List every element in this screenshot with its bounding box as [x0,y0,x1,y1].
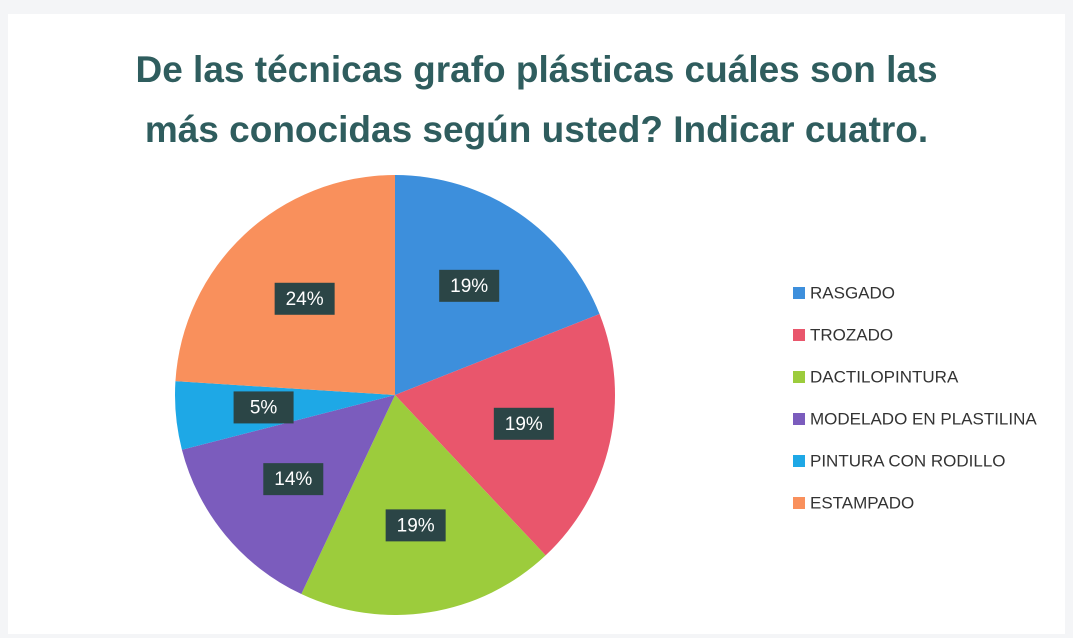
data-label: 19% [505,414,543,435]
legend-label: ESTAMPADO [810,493,914,512]
data-label-box [439,269,500,302]
legend-label: RASGADO [810,283,895,302]
data-label: 14% [274,469,312,490]
legend-swatch [793,371,805,383]
pie-slice [301,395,546,615]
legend-label: PINTURA CON RODILLO [810,451,1006,470]
data-label-box [493,407,554,440]
data-label: 19% [397,515,435,536]
data-label-box [263,463,324,496]
data-label: 24% [286,289,324,310]
data-label-box [385,509,446,542]
data-label-box [274,282,335,315]
legend-label: DACTILOPINTURA [810,367,959,386]
legend-swatch [793,329,805,341]
chart-title: De las técnicas grafo plásticas cuáles s… [135,49,938,150]
legend-swatch [793,455,805,467]
legend-swatch [793,287,805,299]
data-label: 19% [450,276,488,297]
legend-label: MODELADO EN PLASTILINA [810,409,1037,428]
data-label-box [233,391,294,424]
legend-swatch [793,497,805,509]
legend-swatch [793,413,805,425]
legend-label: TROZADO [810,325,893,344]
data-label: 5% [250,397,278,418]
